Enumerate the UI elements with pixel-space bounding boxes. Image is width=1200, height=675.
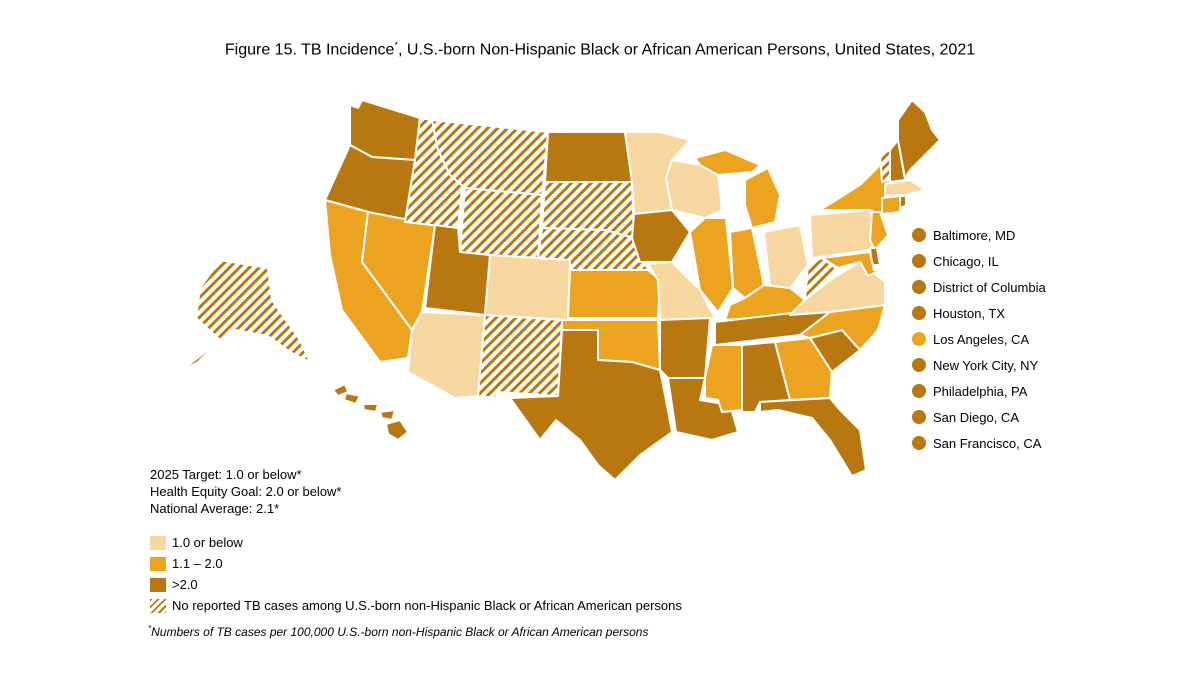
- city-dot: [912, 436, 926, 450]
- target-2025: 2025 Target: 1.0 or below*: [150, 467, 302, 482]
- city-item: District of Columbia: [912, 274, 1046, 300]
- health-equity-goal: Health Equity Goal: 2.0 or below*: [150, 484, 342, 499]
- legend-swatch-none: [150, 598, 166, 613]
- state-hi: [332, 383, 409, 441]
- city-label: Houston, TX: [933, 305, 1006, 321]
- city-item: New York City, NY: [912, 352, 1046, 378]
- city-item: Philadelphia, PA: [912, 378, 1046, 404]
- targets-block: 2025 Target: 1.0 or below* Health Equity…: [150, 466, 342, 517]
- legend-item-mid: 1.1 – 2.0: [150, 553, 682, 574]
- state-me: [897, 99, 941, 179]
- city-dot: [912, 384, 926, 398]
- legend-label-high: >2.0: [172, 577, 198, 592]
- city-dot: [912, 410, 926, 424]
- city-label: Chicago, IL: [933, 253, 999, 269]
- city-dot: [912, 332, 926, 346]
- map-legend: 1.0 or below 1.1 – 2.0 >2.0 No reported …: [150, 532, 682, 616]
- state-ak: [179, 259, 311, 373]
- state-mi: [694, 149, 781, 229]
- state-ct: [881, 195, 901, 215]
- city-label: District of Columbia: [933, 279, 1046, 295]
- state-nj: [869, 211, 889, 251]
- state-mo: [647, 261, 716, 321]
- state-ar: [659, 317, 711, 379]
- city-item: Baltimore, MD: [912, 222, 1046, 248]
- state-ri: [899, 195, 907, 209]
- city-dot: [912, 254, 926, 268]
- state-oh: [763, 224, 809, 289]
- legend-swatch-low: [150, 535, 166, 550]
- national-average: National Average: 2.1*: [150, 501, 280, 516]
- city-label: Baltimore, MD: [933, 227, 1016, 243]
- figure-title: Figure 15. TB Incidence*, U.S.-born Non-…: [224, 40, 976, 59]
- city-legend: Baltimore, MD Chicago, IL District of Colu…: [912, 222, 1046, 456]
- city-item: Chicago, IL: [912, 248, 1046, 274]
- city-item: San Diego, CA: [912, 404, 1046, 430]
- state-co: [484, 254, 571, 321]
- state-ia: [631, 209, 691, 263]
- footnote: *Numbers of TB cases per 100,000 U.S.-bo…: [148, 624, 649, 639]
- state-md: [821, 251, 886, 277]
- legend-item-none: No reported TB cases among U.S.-born non…: [150, 595, 682, 616]
- city-label: San Francisco, CA: [933, 435, 1042, 451]
- legend-label-none: No reported TB cases among U.S.-born non…: [172, 598, 682, 613]
- city-dot: [912, 280, 926, 294]
- city-item: Houston, TX: [912, 300, 1046, 326]
- state-wy: [459, 187, 543, 261]
- city-dot: [912, 306, 926, 320]
- state-ks: [567, 269, 661, 319]
- city-dot: [912, 358, 926, 372]
- legend-swatch-mid: [150, 556, 166, 571]
- city-label: New York City, NY: [933, 357, 1039, 373]
- city-item: San Francisco, CA: [912, 430, 1046, 456]
- city-label: San Diego, CA: [933, 409, 1019, 425]
- state-nm: [477, 314, 563, 399]
- state-ma: [884, 179, 926, 197]
- city-label: Los Angeles, CA: [933, 331, 1030, 347]
- legend-swatch-high: [150, 577, 166, 592]
- state-vt: [879, 149, 891, 183]
- state-il: [689, 217, 734, 313]
- state-tx: [509, 329, 673, 481]
- legend-item-high: >2.0: [150, 574, 682, 595]
- state-ga: [774, 337, 833, 401]
- legend-label-mid: 1.1 – 2.0: [172, 556, 223, 571]
- city-label: Philadelphia, PA: [933, 383, 1028, 399]
- city-dot: [912, 228, 926, 242]
- state-nd: [544, 131, 633, 183]
- state-pa: [809, 209, 879, 259]
- state-az: [407, 311, 486, 399]
- state-fl: [759, 397, 867, 477]
- legend-label-low: 1.0 or below: [172, 535, 243, 550]
- city-item: Los Angeles, CA: [912, 326, 1046, 352]
- legend-item-low: 1.0 or below: [150, 532, 682, 553]
